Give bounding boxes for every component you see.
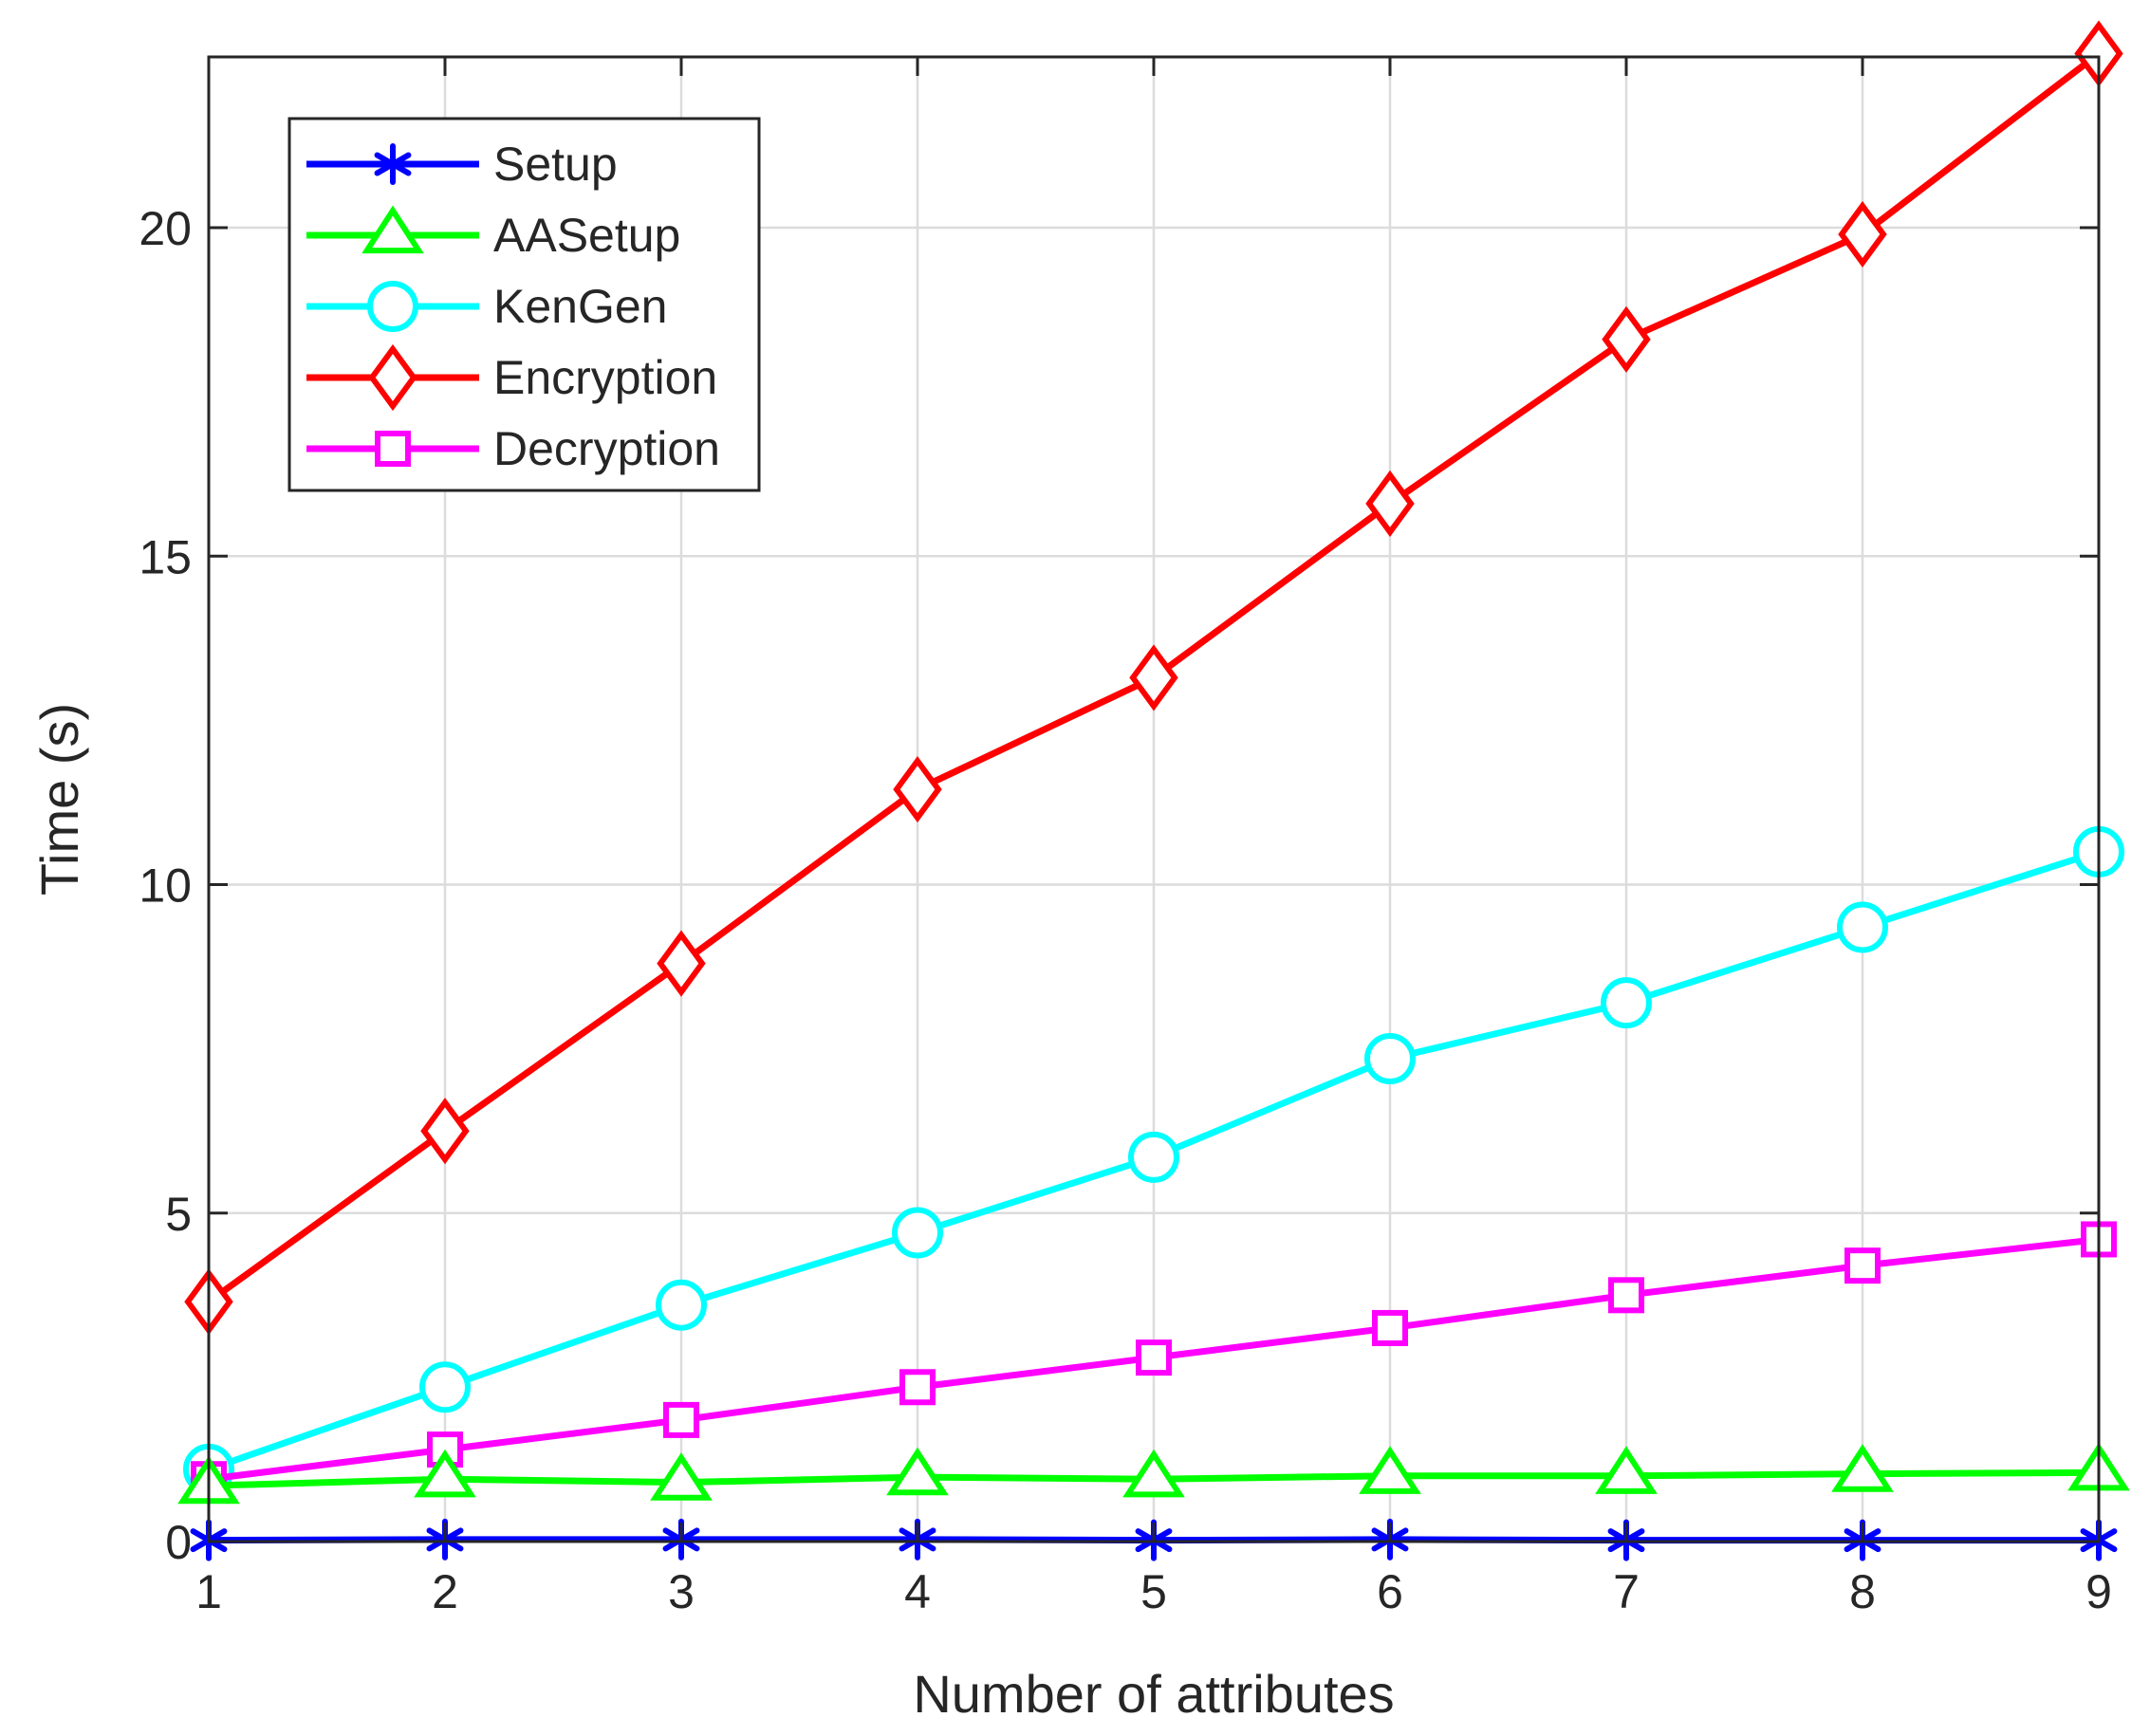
y-tick-label: 10: [139, 859, 192, 913]
data-point: [1844, 1247, 1881, 1284]
x-tick-label: 9: [2085, 1565, 2112, 1618]
data-point: [1838, 200, 1887, 268]
data-point: [1129, 644, 1178, 711]
x-tick-label: 5: [1140, 1565, 1167, 1618]
x-tick-label: 7: [1613, 1565, 1640, 1618]
data-point: [892, 1207, 943, 1259]
data-point: [1364, 1033, 1416, 1085]
data-point: [1831, 1444, 1894, 1492]
legend-marker: [361, 205, 424, 254]
x-tick-label: 8: [1849, 1565, 1876, 1618]
legend-label: AASetup: [493, 209, 680, 262]
tick-labels: 1 2 3 4 5 6 7 8 9 0 5 10 15 20: [139, 202, 2112, 1618]
data-point: [1122, 1449, 1185, 1498]
legend-item: KenGen: [306, 280, 667, 333]
series-aasetup: [177, 1442, 2130, 1505]
data-point: [1136, 1339, 1172, 1376]
data-point: [1608, 1277, 1644, 1314]
x-tick-label: 1: [195, 1565, 222, 1618]
data-point: [1365, 470, 1415, 537]
x-tick-label: 4: [904, 1565, 931, 1618]
data-point: [656, 1279, 707, 1331]
x-tick-label: 3: [668, 1565, 695, 1618]
legend-item: Encryption: [306, 343, 717, 412]
legend-label: Setup: [493, 138, 618, 191]
data-point: [886, 1447, 949, 1496]
legend-label: Encryption: [493, 351, 717, 404]
legend-item: Decryption: [306, 422, 720, 475]
x-axis-label: Number of attributes: [913, 1664, 1394, 1724]
data-point: [1128, 1131, 1179, 1183]
y-tick-label: 20: [139, 202, 192, 255]
grid: [207, 57, 2101, 1543]
legend-label: Decryption: [493, 422, 720, 475]
series-encryption: [184, 20, 2123, 1336]
data-point: [414, 1449, 476, 1498]
y-tick-label: 0: [165, 1516, 192, 1569]
data-point: [1602, 305, 1651, 373]
y-axis-label: Time (s): [29, 703, 89, 896]
y-tick-label: 5: [165, 1188, 192, 1241]
legend-marker: [375, 431, 411, 467]
data-point: [650, 1452, 713, 1501]
legend-label: KenGen: [493, 280, 667, 333]
data-point: [1595, 1446, 1658, 1494]
data-point: [1601, 977, 1652, 1029]
legend-item: Setup: [306, 138, 618, 191]
data-point: [663, 1401, 699, 1438]
y-tick-label: 15: [139, 530, 192, 583]
legend-marker: [367, 281, 418, 332]
x-tick-label: 2: [432, 1565, 458, 1618]
data-point: [1837, 901, 1888, 953]
legend-marker: [374, 143, 412, 185]
legend: Setup AASetup KenGen Encryption Decryption: [287, 117, 761, 492]
data-point: [420, 1098, 470, 1165]
x-tick-label: 6: [1377, 1565, 1403, 1618]
legend-item: AASetup: [306, 205, 680, 262]
data-point: [899, 1369, 936, 1406]
legend-marker: [368, 343, 417, 412]
data-point: [1372, 1309, 1408, 1346]
axes: [207, 55, 2101, 1543]
data-point: [1359, 1446, 1421, 1494]
data-point: [893, 756, 942, 823]
data-point: [419, 1361, 471, 1413]
data-point: [657, 930, 706, 997]
